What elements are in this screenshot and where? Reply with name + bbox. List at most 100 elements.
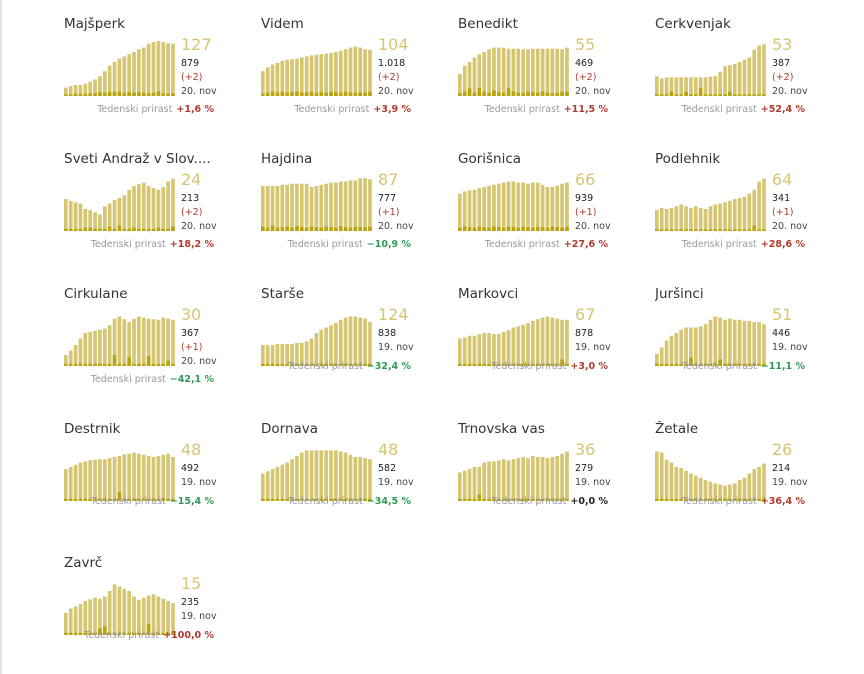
bar xyxy=(166,43,170,96)
bar-new-cases xyxy=(728,91,732,96)
total-cases-value: 939 xyxy=(575,193,594,204)
bar-new-cases xyxy=(526,363,530,366)
municipality-name: Gorišnica xyxy=(458,151,522,167)
bar xyxy=(723,319,727,366)
bar-new-cases xyxy=(319,363,324,366)
bar xyxy=(280,344,285,366)
bar xyxy=(684,327,688,366)
bar-new-cases xyxy=(501,498,506,501)
weekly-growth-label: Tedenski prirast xyxy=(484,239,560,250)
bar xyxy=(93,597,97,635)
bar-new-cases xyxy=(171,226,175,231)
bar xyxy=(117,316,122,366)
bar xyxy=(728,318,732,366)
bar xyxy=(467,61,472,96)
municipality-card: Trnovska vas 36 279 19. nov Tedenski prirast… xyxy=(458,421,648,536)
bar xyxy=(112,200,117,231)
bar-new-cases xyxy=(762,229,766,231)
bar-new-cases xyxy=(565,91,569,96)
bar-new-cases xyxy=(506,88,511,96)
bar-new-cases xyxy=(752,94,757,96)
bar-new-cases xyxy=(270,225,275,231)
bar xyxy=(161,42,166,96)
total-cases-value: 235 xyxy=(181,597,200,608)
bar xyxy=(737,61,742,96)
bar-new-cases xyxy=(265,498,270,501)
bar-new-cases xyxy=(358,227,363,231)
weekly-growth: Tedenski prirast −42,1 % xyxy=(91,374,214,385)
bar xyxy=(348,180,353,231)
bar-new-cases xyxy=(275,498,280,501)
bar-new-cases xyxy=(304,227,309,231)
municipality-name: Benedikt xyxy=(458,16,518,32)
bar xyxy=(718,484,722,501)
bar-new-cases xyxy=(285,363,290,366)
bar xyxy=(467,469,472,501)
bar xyxy=(560,49,564,96)
bar xyxy=(487,333,491,366)
bar xyxy=(713,204,718,231)
total-cases-value: 582 xyxy=(378,463,397,474)
daily-change-value: (+1) xyxy=(772,207,794,218)
bar-new-cases xyxy=(132,498,136,501)
bar xyxy=(127,189,131,231)
bar xyxy=(348,316,353,366)
bar xyxy=(555,455,560,501)
bar xyxy=(88,81,93,96)
weekly-growth-label: Tedenski prirast xyxy=(681,496,757,507)
bar xyxy=(757,322,761,366)
bar xyxy=(703,480,708,501)
bar-new-cases xyxy=(472,498,477,501)
bar-new-cases xyxy=(689,94,693,96)
bar xyxy=(521,457,525,501)
bar xyxy=(560,319,564,366)
total-cases-value: 367 xyxy=(181,328,200,339)
weekly-growth-label: Tedenski prirast xyxy=(84,630,160,641)
active-cases-value: 51 xyxy=(772,305,793,324)
bar xyxy=(762,463,766,501)
weekly-growth: Tedenski prirast −10,9 % xyxy=(288,239,411,250)
active-cases-value: 26 xyxy=(772,440,793,459)
bar-new-cases xyxy=(166,632,170,635)
bar-new-cases xyxy=(88,93,93,96)
bar-new-cases xyxy=(112,228,117,231)
bar xyxy=(98,598,102,635)
bar xyxy=(83,209,88,231)
bar xyxy=(88,210,93,231)
bar-new-cases xyxy=(693,94,698,96)
bar xyxy=(679,77,684,96)
weekly-growth-value: −32,4 % xyxy=(366,361,411,372)
active-cases-value: 87 xyxy=(378,170,399,189)
bar-new-cases xyxy=(703,363,708,366)
bar xyxy=(265,185,270,231)
bar xyxy=(93,330,97,366)
bar xyxy=(516,182,521,231)
total-cases-value: 777 xyxy=(378,193,397,204)
bar-new-cases xyxy=(265,92,270,96)
bar-new-cases xyxy=(458,227,462,231)
bar xyxy=(467,335,472,366)
bar xyxy=(689,77,693,96)
bar xyxy=(343,452,348,501)
municipality-name: Hajdina xyxy=(261,151,313,167)
bar xyxy=(565,47,569,96)
bar-new-cases xyxy=(73,498,78,501)
bar xyxy=(348,47,353,96)
bar xyxy=(137,316,141,366)
active-cases-value: 104 xyxy=(378,35,409,54)
bar xyxy=(462,65,467,96)
bar-new-cases xyxy=(664,363,669,366)
weekly-growth-value: +0,0 % xyxy=(570,496,608,507)
bar xyxy=(146,595,151,635)
bar xyxy=(511,181,516,231)
bar xyxy=(299,342,304,366)
bar-new-cases xyxy=(304,363,309,366)
bar xyxy=(117,455,122,501)
weekly-growth: Tedenski prirast +28,6 % xyxy=(682,239,805,250)
total-cases-value: 387 xyxy=(772,58,791,69)
total-cases-value: 879 xyxy=(181,58,200,69)
bar xyxy=(742,477,747,501)
bar xyxy=(314,185,319,231)
bar-new-cases xyxy=(107,92,112,96)
date-label: 19. nov xyxy=(772,342,808,353)
